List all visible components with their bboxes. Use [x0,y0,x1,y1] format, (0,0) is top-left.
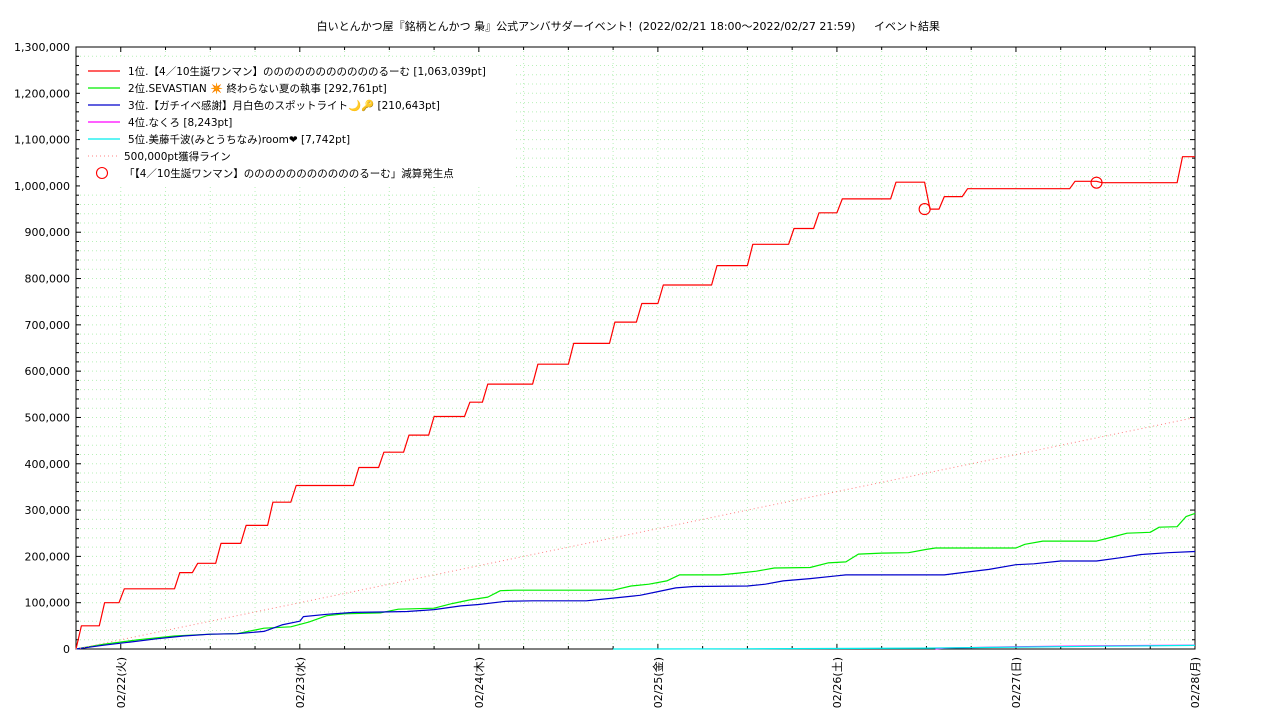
x-tick-labels: 02/22(火) 02/23(水) 02/24(木) 02/25(金) 02/26(土)… [115,657,1202,708]
y-tick-label: 1,300,000 [14,41,70,54]
series-line-3 [75,550,1196,650]
x-tick-label: 02/27(日) [1010,657,1023,708]
y-tick-label: 1,200,000 [14,87,70,100]
x-tick-label: 02/22(火) [115,657,128,708]
series-line-1 [75,156,1195,650]
decrement-markers [918,176,1103,216]
legend-label: 3位.【ガチイベ感謝】月白色のスポットライト🌙🔑 [210,643pt] [128,99,440,112]
y-tick-labels: 0 100,000 200,000 300,000 400,000 500,000 600,… [14,41,70,656]
chart-title: 白いとんかつ屋『銘柄とんかつ 梟』公式アンバサダーイベント！(2022/02/2… [317,19,856,33]
legend: 1位.【4／10生誕ワンマン】のののののののののののるーむ [1,063,039… [80,59,516,187]
x-tick-label: 02/28(月) [1189,657,1202,708]
y-tick-label: 900,000 [25,226,71,239]
axes [75,46,1196,650]
decrement-marker [1090,176,1103,189]
series-line-6 [75,417,1196,650]
y-tick-label: 1,000,000 [14,180,70,193]
legend-marker-swatch [95,166,109,180]
legend-label: 1位.【4／10生誕ワンマン】のののののののののののるーむ [1,063,039… [128,65,486,78]
legend-label: 500,000pt獲得ライン [124,150,231,163]
series-line-5 [613,644,1196,650]
series-line-2 [75,512,1196,650]
decrement-marker [918,203,931,216]
legend-label: 「【4／10生誕ワンマン】のののののののののののるーむ」減算発生点 [124,167,454,180]
y-tick-label: 800,000 [25,273,71,286]
y-tick-label: 200,000 [25,550,71,563]
x-tick-label: 02/24(木) [473,657,486,708]
y-tick-label: 400,000 [25,458,71,471]
x-tick-label: 02/26(土) [831,657,844,708]
legend-background [80,59,516,187]
x-tick-label: 02/23(水) [294,657,307,708]
y-tick-label: 100,000 [25,597,71,610]
chart-subtitle: イベント結果 [874,19,940,33]
y-tick-label: 500,000 [25,411,71,424]
y-tick-label: 700,000 [25,319,71,332]
y-tick-label: 1,100,000 [14,134,70,147]
series-lines [75,156,1196,650]
legend-label: 5位.美藤千波(みとうちなみ)room❤ [7,742pt] [128,133,350,146]
y-tick-label: 300,000 [25,504,71,517]
y-tick-label: 0 [63,643,70,656]
x-tick-label: 02/25(金) [651,657,665,708]
y-tick-label: 600,000 [25,365,71,378]
legend-label: 2位.SEVASTIAN ✴️ 終わらない夏の執事 [292,761pt] [128,82,387,95]
legend-label: 4位.なくろ [8,243pt] [128,116,232,129]
